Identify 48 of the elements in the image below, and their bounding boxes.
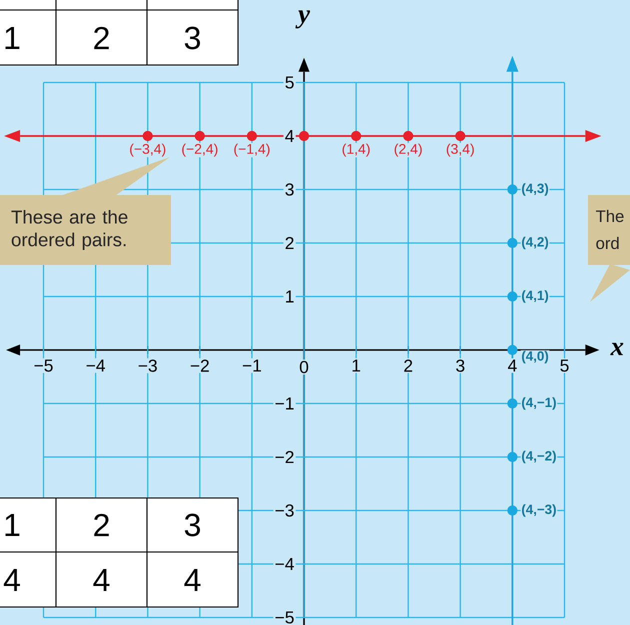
annotation: (4,−1) xyxy=(522,397,556,410)
text: 4 xyxy=(4,568,20,592)
annotation: 2 xyxy=(94,514,109,536)
annotation: (1,4) xyxy=(342,144,370,157)
annotation: (4,−2) xyxy=(522,450,556,464)
x-tick-label: −3 xyxy=(138,360,157,372)
y-tick-label: 1 xyxy=(286,290,294,302)
text: The xyxy=(596,210,624,222)
x-tick-label: 0 xyxy=(300,360,308,374)
x-tick-label: −1 xyxy=(242,360,261,372)
x-tick-label: −5 xyxy=(34,360,53,372)
y-tick-label: −4 xyxy=(276,558,294,570)
text: 1 xyxy=(6,26,20,49)
y-tick-label: 5 xyxy=(285,76,294,89)
x-tick-label: −2 xyxy=(190,360,209,372)
text: ord xyxy=(596,236,619,250)
annotation: (4,1) xyxy=(522,290,548,303)
annotation: These are the ordered pairs. xyxy=(11,210,128,250)
annotation: (4,0) xyxy=(522,350,548,364)
x-tick-label: 4 xyxy=(508,360,517,372)
text: 3 xyxy=(184,26,200,50)
y-tick-label: 4 xyxy=(285,130,294,142)
text: 1 xyxy=(6,514,20,536)
annotation: (−1,4) xyxy=(234,144,270,157)
text: 2 xyxy=(94,26,109,50)
annotation: (4,2) xyxy=(522,236,548,250)
x-tick-label: 3 xyxy=(456,360,464,372)
annotation: 4 xyxy=(93,568,110,592)
annotation: (−3,4) xyxy=(130,144,166,157)
x-tick-label: −4 xyxy=(86,360,105,372)
y-tick-label: 3 xyxy=(285,183,294,196)
y-tick-label: −1 xyxy=(276,398,294,410)
annotation: (2,4) xyxy=(394,144,422,157)
annotation: (−2,4) xyxy=(182,144,218,157)
y-axis-title: y xyxy=(295,10,310,28)
annotation: 3 xyxy=(184,514,200,536)
y-tick-label: −5 xyxy=(276,611,294,624)
x-tick-label: 5 xyxy=(560,360,569,372)
y-tick-label: 2 xyxy=(286,236,294,250)
y-tick-label: −2 xyxy=(276,450,294,464)
x-axis-title: x xyxy=(610,342,624,356)
annotation: (3,4) xyxy=(446,144,474,157)
annotation: (4,−3) xyxy=(522,504,556,517)
x-tick-label: 2 xyxy=(404,360,412,372)
annotation: (4,3) xyxy=(522,183,548,196)
x-tick-label: 1 xyxy=(352,360,360,372)
y-tick-label: −3 xyxy=(276,504,294,517)
annotation: 4 xyxy=(184,568,200,592)
